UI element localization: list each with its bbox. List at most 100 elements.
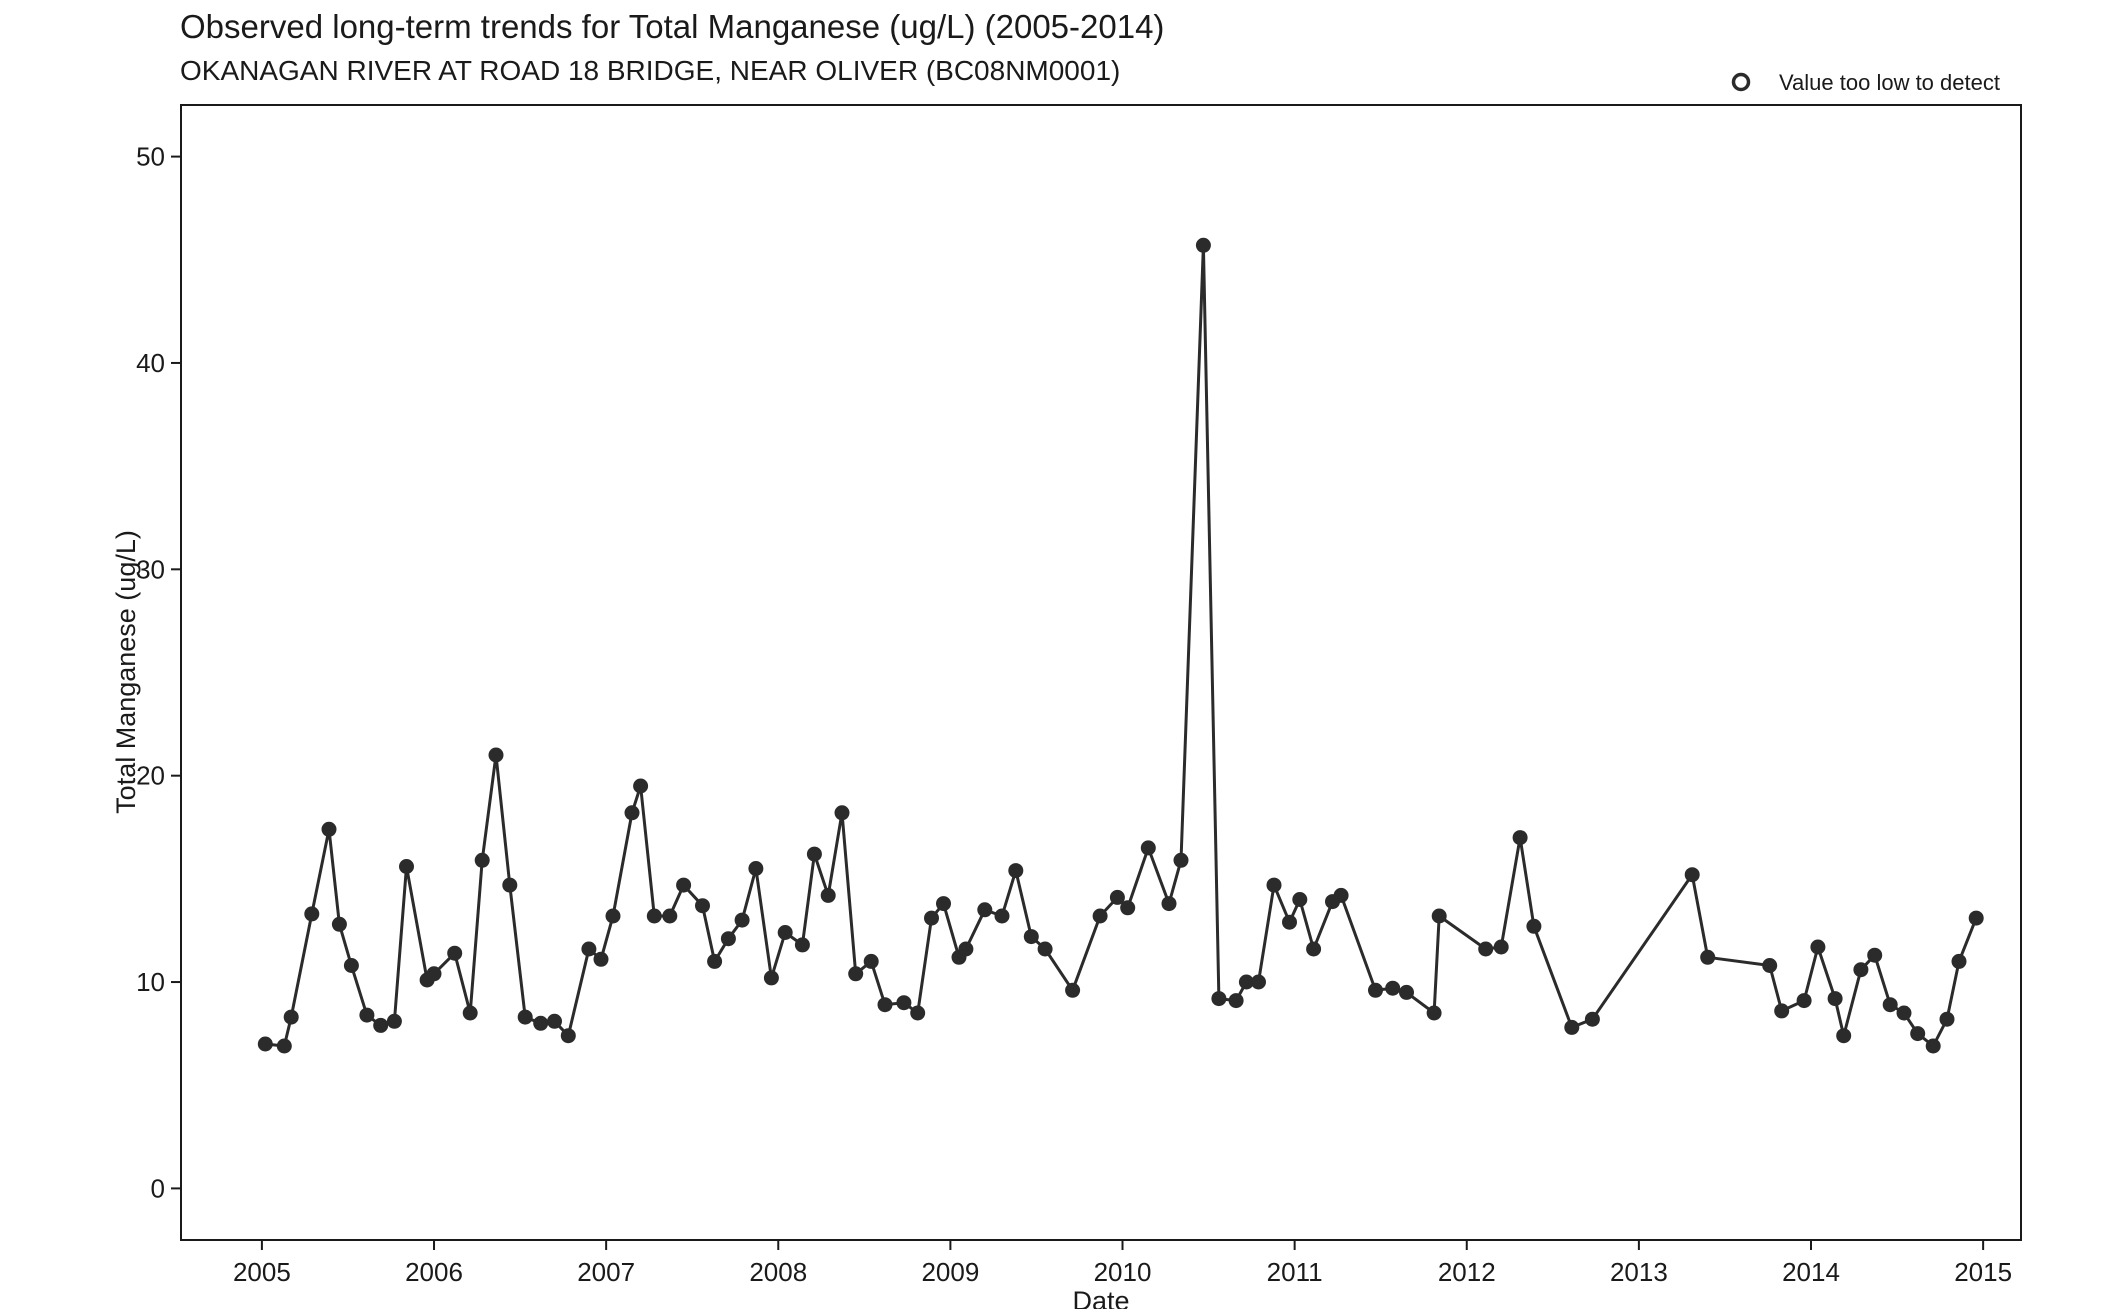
data-point	[646, 908, 662, 924]
data-point	[763, 970, 779, 986]
data-point	[1282, 914, 1297, 930]
data-point	[517, 1009, 533, 1025]
x-tick-label: 2005	[233, 1257, 291, 1287]
data-point	[624, 805, 640, 821]
data-point	[924, 910, 939, 926]
data-point	[1512, 830, 1528, 846]
chart-title: Observed long-term trends for Total Mang…	[180, 8, 1165, 45]
y-tick-label: 0	[151, 1173, 165, 1203]
data-point	[806, 846, 822, 862]
data-point	[676, 877, 692, 893]
data-point	[1238, 974, 1254, 990]
data-point	[331, 916, 347, 932]
data-point	[1251, 974, 1266, 990]
y-tick-label: 40	[136, 348, 165, 378]
data-point	[533, 1015, 549, 1031]
data-point	[1925, 1038, 1941, 1054]
data-point	[1939, 1011, 1955, 1027]
y-tick-label: 50	[136, 142, 165, 172]
data-point	[560, 1028, 576, 1044]
data-point	[958, 941, 974, 957]
data-point	[1399, 984, 1414, 1000]
data-point	[1385, 980, 1401, 996]
data-point	[1292, 892, 1308, 907]
data-point	[896, 995, 912, 1011]
data-point	[488, 747, 504, 763]
data-point	[910, 1005, 926, 1021]
data-point	[605, 908, 621, 924]
data-point	[1211, 991, 1227, 1007]
data-point	[1161, 896, 1177, 912]
data-point	[447, 945, 463, 961]
data-point	[1431, 908, 1447, 924]
y-axis: 0 10 20 30 40 50	[136, 142, 181, 1203]
data-point	[1092, 908, 1108, 924]
data-point	[1109, 889, 1125, 905]
data-point	[1023, 929, 1039, 945]
data-point	[373, 1017, 389, 1033]
data-point	[863, 953, 879, 969]
data-point	[1037, 941, 1053, 957]
chart-subtitle: OKANAGAN RIVER AT ROAD 18 BRIDGE, NEAR O…	[180, 55, 1121, 86]
x-axis-title: Date	[1072, 1286, 1129, 1309]
data-point	[1368, 982, 1383, 998]
data-point	[1584, 1011, 1600, 1027]
y-tick-label: 10	[136, 967, 165, 997]
data-point	[1951, 953, 1967, 969]
x-axis: 2005 2006 2007 2008 2009 2010 2011 2012 2013 2014…	[233, 1240, 2012, 1287]
data-point	[502, 877, 518, 893]
data-point	[1306, 941, 1322, 957]
x-tick-label: 2015	[1954, 1257, 2012, 1287]
data-point	[794, 937, 810, 953]
data-point	[1228, 993, 1244, 1009]
legend-open-circle-marker	[1731, 72, 1751, 92]
data-point	[359, 1007, 375, 1023]
data-point	[720, 931, 736, 947]
legend: Value too low to detect	[1731, 70, 2000, 95]
data-point	[1478, 941, 1494, 957]
data-point	[695, 898, 710, 914]
data-point	[474, 852, 490, 868]
data-point	[1896, 1005, 1912, 1021]
data-point	[1140, 840, 1156, 856]
data-point	[304, 906, 320, 922]
x-tick-label: 2013	[1610, 1257, 1668, 1287]
data-point	[633, 778, 649, 794]
data-point	[1867, 947, 1883, 963]
data-point	[977, 902, 993, 918]
y-tick-label: 30	[136, 554, 165, 584]
data-point	[1173, 852, 1189, 868]
series-points-group	[257, 237, 1984, 1054]
y-axis-title: Total Manganese (ug/L)	[111, 530, 141, 814]
data-point	[1910, 1026, 1926, 1042]
data-point	[848, 966, 864, 982]
data-point	[748, 861, 764, 876]
data-point	[1796, 993, 1812, 1009]
data-point	[1700, 949, 1716, 965]
data-point	[343, 958, 359, 973]
data-point	[462, 1005, 478, 1021]
data-point	[399, 859, 414, 874]
data-point	[593, 951, 609, 967]
data-point	[1426, 1005, 1442, 1021]
data-point	[1333, 887, 1349, 903]
data-point	[1882, 997, 1898, 1013]
data-point	[662, 908, 678, 924]
data-point	[1564, 1019, 1580, 1035]
data-point	[1120, 900, 1136, 916]
data-point	[426, 966, 442, 982]
x-tick-label: 2011	[1267, 1257, 1323, 1287]
data-point	[734, 912, 750, 928]
data-point	[1008, 863, 1024, 879]
x-tick-label: 2010	[1094, 1257, 1152, 1287]
data-point	[994, 908, 1010, 924]
data-point	[707, 953, 723, 969]
data-point	[257, 1036, 273, 1052]
x-tick-label: 2007	[577, 1257, 635, 1287]
data-point	[321, 821, 337, 837]
data-point	[1836, 1028, 1852, 1044]
data-point	[1493, 939, 1509, 955]
data-point	[1774, 1003, 1790, 1019]
data-point	[547, 1013, 562, 1029]
